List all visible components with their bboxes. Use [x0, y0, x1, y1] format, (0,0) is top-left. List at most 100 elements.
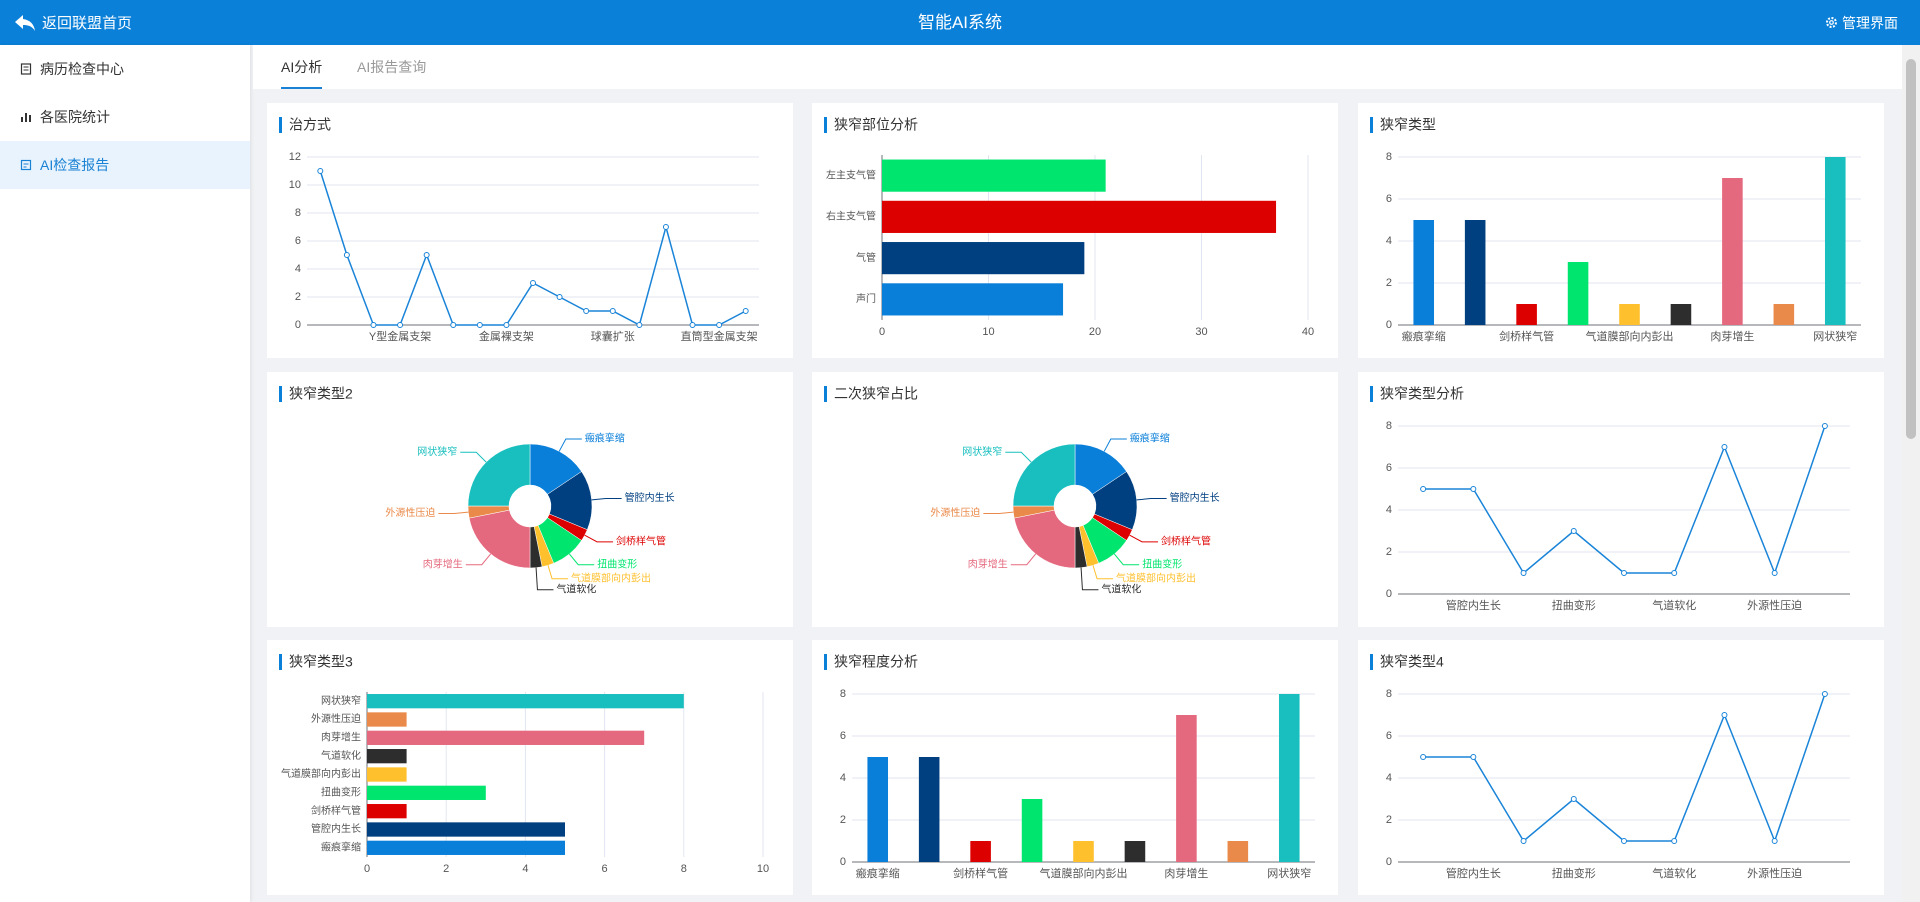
point	[1470, 754, 1477, 760]
leader-line	[591, 498, 622, 501]
chart-title: 狭窄部位分析	[834, 117, 918, 133]
x-tick-label: 30	[1195, 326, 1207, 338]
slice-label: 扭曲变形	[597, 557, 637, 570]
bar	[1773, 304, 1795, 325]
pie-slice	[467, 443, 531, 507]
chart: 治方式 0 2 4 6 8 10 12 Y型金属支架 金属裸支架 球囊扩张 直筒型金属支架	[279, 117, 759, 343]
x-tick-label: 气道软化	[1652, 866, 1696, 880]
scroll-thumb[interactable]	[1906, 59, 1916, 439]
back-link[interactable]: 返回联盟首页	[14, 0, 132, 45]
point	[370, 322, 377, 328]
x-tick-label: 0	[364, 863, 370, 875]
bar	[970, 841, 991, 862]
y-tick-label: 12	[289, 151, 301, 163]
point	[609, 308, 616, 314]
point	[1821, 691, 1828, 697]
y-tick-label: 瘢痕挛缩	[321, 840, 361, 853]
chart: 狭窄类型 0 2 4 6 8 瘢痕挛缩 剑桥样气管 气道膜部向内彭出 肉芽增生 网状狭窄	[1370, 117, 1861, 343]
title-accent	[824, 117, 827, 133]
leader-line	[1113, 553, 1140, 566]
x-tick-label: 金属裸支架	[479, 329, 534, 343]
y-tick-label: 2	[840, 814, 846, 826]
y-tick-label: 4	[1386, 772, 1392, 784]
x-tick-label: 管腔内生长	[1446, 598, 1501, 612]
admin-link[interactable]: 管理界面	[1825, 0, 1898, 45]
x-tick-label: 扭曲变形	[1552, 598, 1596, 612]
bar	[367, 694, 684, 709]
bar	[882, 159, 1106, 192]
slice-label: 瘢痕挛缩	[585, 432, 625, 445]
menu-text: 病历检查中心	[40, 61, 124, 77]
bar	[1073, 841, 1094, 862]
leader-line	[1005, 451, 1032, 463]
y-tick-label: 10	[289, 179, 301, 191]
chart-title: 狭窄类型	[1380, 117, 1436, 133]
title-accent	[1370, 117, 1373, 133]
menu-item-active[interactable]: AI检查报告	[0, 141, 250, 189]
x-tick-label: 瘢痕挛缩	[1402, 329, 1446, 343]
bar	[367, 822, 565, 837]
chart-title: 二次狭窄占比	[834, 386, 918, 402]
title-accent	[279, 386, 282, 402]
title-accent	[279, 117, 282, 133]
y-tick-label: 0	[295, 319, 301, 331]
slice-label: 气道软化	[556, 582, 596, 595]
menu-icon	[20, 159, 32, 171]
y-tick-label: 肉芽增生	[321, 730, 361, 743]
chart-title: 狭窄程度分析	[834, 654, 918, 670]
leader-line	[438, 511, 469, 514]
menu-text: 各医院统计	[40, 109, 110, 125]
x-tick-label: Y型金属支架	[369, 329, 431, 343]
y-tick-label: 外源性压迫	[311, 712, 361, 725]
bar	[1670, 304, 1692, 325]
point	[1821, 423, 1828, 429]
tab-active[interactable]: AI分析	[281, 45, 323, 89]
menu-item[interactable]: 各医院统计	[0, 93, 250, 141]
point	[1671, 570, 1678, 576]
chart-title: 狭窄类型4	[1380, 654, 1444, 670]
bar	[367, 804, 407, 819]
chart: 狭窄程度分析 0 2 4 6 8 瘢痕挛缩 剑桥样气管 气道膜部向内彭出 肉芽增生 网状狭窄	[824, 654, 1315, 880]
menu-icon	[20, 63, 32, 75]
x-tick-label: 肉芽增生	[1710, 329, 1754, 343]
point	[317, 168, 324, 174]
tab[interactable]: AI报告查询	[357, 59, 427, 75]
gear-icon	[1826, 17, 1837, 28]
y-tick-label: 0	[1386, 319, 1392, 331]
point	[503, 322, 510, 328]
x-tick-label: 网状狭窄	[1267, 866, 1311, 880]
x-tick-label: 网状狭窄	[1813, 329, 1857, 343]
slice-label: 管腔内生长	[625, 491, 675, 504]
line	[1423, 693, 1826, 844]
y-tick-label: 6	[840, 730, 846, 742]
bar	[367, 785, 486, 800]
slice-label: 肉芽增生	[968, 557, 1008, 570]
line	[1423, 425, 1826, 576]
x-tick-label: 0	[879, 326, 885, 338]
chart-card: 狭窄类型4 0 2 4 6 8 管腔内生长 扭曲变形 气道软化 外源性压迫	[1358, 640, 1884, 895]
leader-line	[558, 438, 582, 452]
scrollbar[interactable]	[1902, 45, 1920, 902]
chart-card: 狭窄类型2 瘢痕挛缩 管腔内生长 剑桥样气管 扭曲变形 气道膜部向内彭出 气道软化 肉芽增生 外…	[267, 372, 793, 627]
y-tick-label: 6	[1386, 193, 1392, 205]
bar	[1278, 694, 1300, 862]
y-tick-label: 6	[1386, 730, 1392, 742]
leader-line	[1103, 438, 1127, 452]
y-tick-label: 管腔内生长	[311, 822, 361, 835]
bar	[1722, 178, 1743, 325]
menu-item[interactable]: 病历检查中心	[0, 45, 250, 93]
bar	[367, 730, 645, 745]
x-tick-label: 4	[522, 863, 528, 875]
point	[397, 322, 404, 328]
y-tick-label: 6	[1386, 462, 1392, 474]
bar	[1824, 157, 1846, 325]
chart-card: 狭窄类型 0 2 4 6 8 瘢痕挛缩 剑桥样气管 气道膜部向内彭出 肉芽增生 网状狭窄	[1358, 103, 1884, 358]
point	[742, 308, 749, 314]
bar	[1567, 262, 1589, 325]
y-tick-label: 8	[295, 207, 301, 219]
x-tick-label: 6	[602, 863, 608, 875]
slice-label: 气道软化	[1101, 582, 1141, 595]
